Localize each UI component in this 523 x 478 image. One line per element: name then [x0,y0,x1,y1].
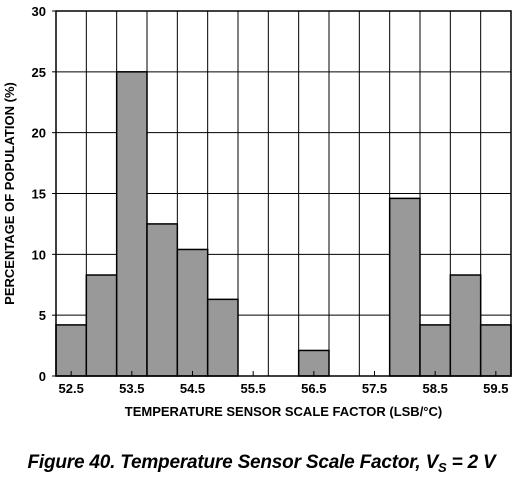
histogram-bar [146,223,179,377]
histogram-bar [419,324,452,377]
x-axis-title: TEMPERATURE SENSOR SCALE FACTOR (LSB/°C) [125,404,442,419]
histogram-bar [115,71,148,377]
x-tick-label: 56.5 [301,381,326,396]
histogram-bar [176,248,209,377]
x-tick-label: 53.5 [119,381,144,396]
y-tick-label: 20 [32,126,46,141]
x-tick-label: 54.5 [180,381,205,396]
caption-prefix: Figure 40. Temperature Sensor Scale Fact… [27,452,439,473]
y-tick-label: 5 [39,308,46,323]
y-tick-label: 30 [32,4,46,19]
histogram-bars [55,71,512,377]
caption-subscript: S [438,460,447,475]
x-tick-label: 52.5 [59,381,84,396]
histogram-bar [479,324,512,377]
y-tick-label: 15 [32,187,46,202]
histogram-bar [206,298,239,377]
y-tick-label: 0 [39,369,46,384]
figure-caption: Figure 40. Temperature Sensor Scale Fact… [0,452,523,475]
x-tick-label: 57.5 [362,381,387,396]
histogram-bar [85,274,118,377]
y-axis-title: PERCENTAGE OF POPULATION (%) [2,82,17,305]
histogram-bar [55,324,88,377]
histogram-bar [388,197,421,377]
x-axis-ticks: 52.5 53.5 54.5 55.5 56.5 57.5 58.5 59.5 [59,371,508,396]
histogram-bar [449,274,482,377]
caption-suffix: = 2 V [446,452,496,473]
x-tick-label: 55.5 [241,381,266,396]
x-tick-label: 58.5 [423,381,448,396]
histogram-chart: 0 5 10 15 20 25 30 52.5 53.5 54.5 55.5 56.5 57.5 58.… [2,4,512,419]
y-axis-ticks: 0 5 10 15 20 25 30 [32,4,56,384]
y-tick-label: 10 [32,247,46,262]
y-tick-label: 25 [32,65,46,80]
x-tick-label: 59.5 [483,381,508,396]
